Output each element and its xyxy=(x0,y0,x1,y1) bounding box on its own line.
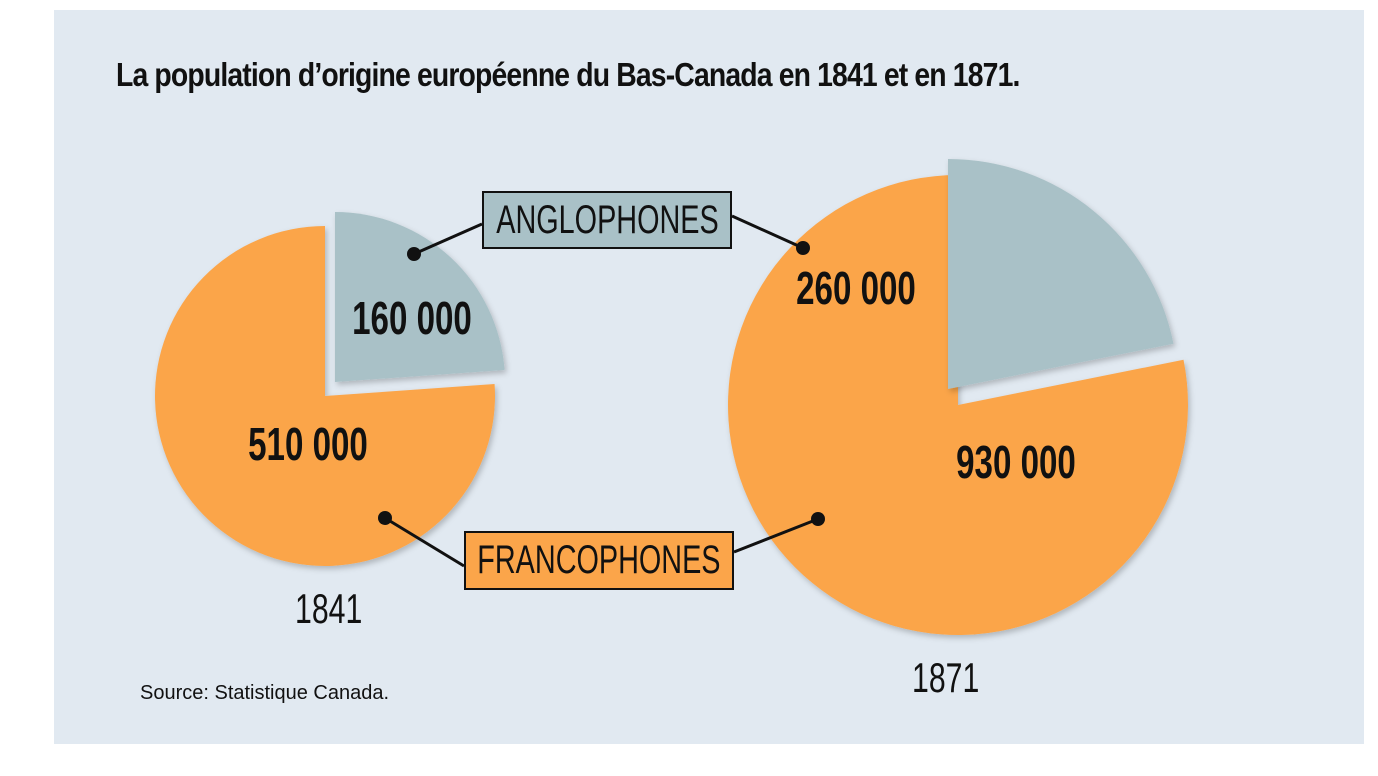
connector-anglophones-1841-dot xyxy=(407,247,421,261)
pie-1871 xyxy=(728,159,1189,635)
pie-slice-anglophones-1841 xyxy=(335,212,505,382)
value-label-anglophones-1871: 260 000 xyxy=(796,264,916,314)
connector-francophones-1871 xyxy=(733,517,819,554)
chart-title: La population d’origine européenne du Ba… xyxy=(116,56,1020,93)
value-label-francophones-1871: 930 000 xyxy=(956,438,1076,488)
year-label-1841: 1841 xyxy=(295,585,363,632)
connector-anglophones-1871 xyxy=(731,214,804,250)
connector-francophones-1841 xyxy=(384,516,465,568)
legend-francophones: FRANCOPHONES xyxy=(464,531,734,590)
legend-connectors xyxy=(378,214,825,568)
pie-1841 xyxy=(155,212,505,566)
connector-anglophones-1841 xyxy=(413,222,483,256)
connector-francophones-1871-dot xyxy=(811,512,825,526)
pie-slice-francophones-1841 xyxy=(155,226,496,566)
connector-anglophones-1871-dot xyxy=(796,241,810,255)
value-label-anglophones-1841: 160 000 xyxy=(352,294,472,344)
year-label-1871: 1871 xyxy=(912,654,980,701)
connector-francophones-1841-dot xyxy=(378,511,392,525)
value-labels: 160 000 510 000 260 000 930 000 xyxy=(248,264,1076,488)
pie-slice-anglophones-1871 xyxy=(948,159,1174,389)
source-note: Source: Statistique Canada. xyxy=(140,682,390,704)
legend-anglophones: ANGLOPHONES xyxy=(482,191,732,249)
value-label-francophones-1841: 510 000 xyxy=(248,420,368,470)
pie-slice-francophones-1871 xyxy=(728,175,1189,635)
